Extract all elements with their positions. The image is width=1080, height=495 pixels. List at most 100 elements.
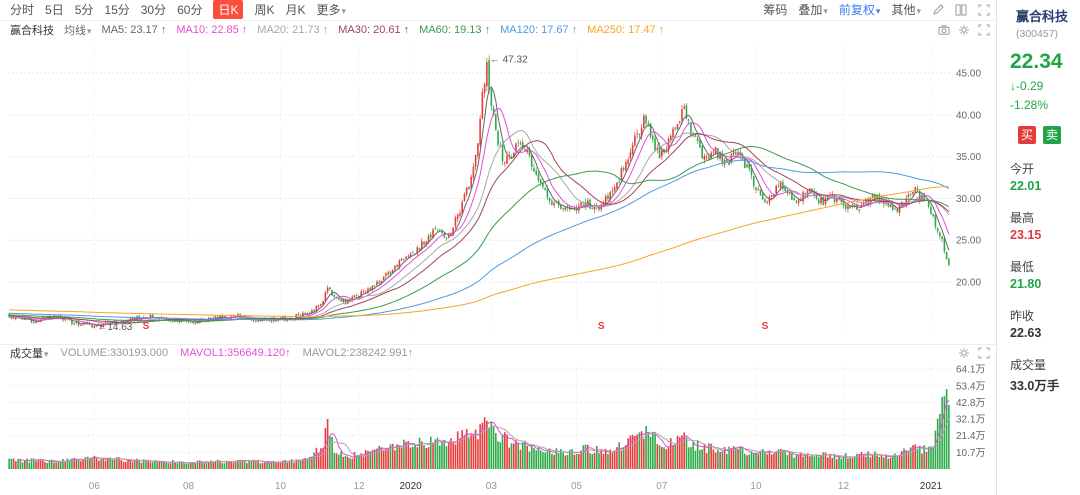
ma-legend-values: MA5: 23.17 ↑ MA10: 22.85 ↑ MA20: 21.73 ↑ MA… (102, 24, 928, 36)
ma-legend-entry: MA5: 23.17 ↑ (101, 23, 167, 36)
field-label: 最高 (1010, 211, 1035, 225)
ma-legend-entry: MA120: 17.67 ↑ (500, 23, 578, 36)
svg-text:35.00: 35.00 (956, 152, 981, 163)
svg-text:← 47.32: ← 47.32 (490, 55, 528, 66)
pane-expand-icon[interactable] (978, 347, 990, 359)
time-axis-label: 05 (571, 481, 583, 493)
time-axis-label: 03 (485, 481, 497, 493)
stock-code: (300457) (1016, 28, 1059, 40)
time-axis: 06 08 10 12 2020 03 05 07 10 12 2021 (0, 478, 996, 495)
time-axis-label: 06 (88, 481, 100, 493)
svg-text:S: S (762, 321, 769, 332)
svg-text:40.00: 40.00 (956, 111, 981, 122)
period-tab-15min[interactable]: 15分 (104, 3, 130, 18)
volume-pane-header: 成交量 VOLUME:330193.000 MAVOL1:356649.120↑… (0, 344, 996, 361)
field-label: 成交量 (1010, 358, 1047, 372)
period-tab-weekly-k[interactable]: 周K (254, 3, 275, 18)
svg-text:45.00: 45.00 (956, 69, 981, 80)
overlay-button[interactable]: 叠加 (798, 1, 828, 18)
ma-legend-entry: MA30: 20.61 ↑ (338, 23, 410, 36)
toolbar: 分时 5日 5分 15分 30分 60分 日K 周K 月K 更多 筹码 叠加 前… (0, 0, 996, 21)
price-candlestick-chart[interactable]: 45.00 40.00 35.00 30.00 25.00 20.00 ← 47.32 ←14… (0, 39, 996, 344)
camera-icon[interactable] (938, 24, 950, 36)
quote-field-open: 今开 22.01 (1010, 160, 1076, 193)
field-label: 最低 (1010, 260, 1035, 274)
volume-bar-chart[interactable]: 64.1万 53.4万 42.8万 32.1万 21.4万 10.7万 (0, 361, 996, 478)
svg-text:30.00: 30.00 (956, 194, 981, 205)
buy-button[interactable]: 买 (1018, 126, 1036, 144)
time-axis-label: 08 (182, 481, 195, 493)
time-axis-label: 12 (353, 481, 365, 493)
settings-gear-icon[interactable] (958, 24, 970, 36)
volume-chart-canvas[interactable]: 64.1万 53.4万 42.8万 32.1万 21.4万 10.7万 (0, 361, 996, 473)
multi-panel-icon[interactable] (955, 4, 967, 16)
other-button[interactable]: 其他 (891, 1, 921, 18)
time-axis-label: 10 (274, 481, 287, 493)
svg-text:S: S (143, 321, 150, 332)
toolbar-right-controls: 筹码 叠加 前复权 其他 (763, 1, 990, 18)
ma-legend-entry: MA10: 22.85 ↑ (176, 23, 248, 36)
chips-button[interactable]: 筹码 (763, 3, 788, 18)
ma-legend-entry: MA20: 21.73 ↑ (257, 23, 329, 36)
mavol2-label: MAVOL2:238242.991↑ (302, 347, 414, 360)
current-price: 22.34 (1010, 50, 1063, 73)
time-axis-label: 07 (656, 481, 668, 493)
time-axis-label: 12 (837, 481, 850, 493)
svg-text:←14.63: ←14.63 (97, 322, 132, 333)
pane-expand-icon[interactable] (978, 24, 990, 36)
mavol1-label: MAVOL1:356649.120↑ (180, 347, 291, 360)
svg-text:S: S (598, 321, 605, 332)
field-label: 今开 (1010, 162, 1035, 176)
field-value: 33.0万手 (1010, 379, 1060, 393)
svg-text:20.00: 20.00 (956, 278, 981, 289)
price-pane-tools (938, 24, 990, 36)
field-value: 21.80 (1010, 277, 1042, 291)
settings-gear-icon[interactable] (958, 347, 970, 359)
ma-legend-entry: MA60: 19.13 ↑ (419, 23, 491, 36)
period-tab-60min[interactable]: 60分 (177, 3, 203, 18)
period-tab-fenshi[interactable]: 分时 (10, 3, 35, 18)
stock-name: 赢合科技 (1016, 9, 1069, 24)
volume-value-label: VOLUME:330193.000 (60, 347, 169, 360)
sell-button[interactable]: 卖 (1043, 126, 1061, 144)
adjust-forward-button[interactable]: 前复权 (839, 1, 881, 18)
volume-pane-tools (958, 347, 990, 359)
quote-field-prev-close: 昨收 22.63 (1010, 307, 1076, 340)
draw-tool-icon[interactable] (932, 4, 944, 16)
period-tab-5day[interactable]: 5日 (45, 3, 64, 18)
period-tab-5min[interactable]: 5分 (74, 3, 94, 18)
svg-text:42.8万: 42.8万 (956, 398, 985, 409)
ma-legend-row: 赢合科技 均线 MA5: 23.17 ↑ MA10: 22.85 ↑ MA20: 2… (0, 21, 996, 40)
svg-text:53.4万: 53.4万 (956, 381, 985, 392)
field-value: 22.63 (1010, 326, 1042, 340)
chart-main-column: 分时 5日 5分 15分 30分 60分 日K 周K 月K 更多 筹码 叠加 前… (0, 0, 996, 495)
price-chart-canvas[interactable]: 45.00 40.00 35.00 30.00 25.00 20.00 ← 47.32 ←14… (0, 39, 996, 339)
period-tabs: 分时 5日 5分 15分 30分 60分 日K 周K 月K 更多 (10, 0, 347, 20)
svg-text:10.7万: 10.7万 (956, 448, 985, 459)
svg-text:25.00: 25.00 (956, 236, 981, 247)
quote-field-volume: 成交量 33.0万手 (1010, 356, 1076, 394)
svg-text:21.4万: 21.4万 (956, 431, 985, 442)
period-tab-daily-k[interactable]: 日K (213, 0, 244, 20)
svg-text:64.1万: 64.1万 (956, 365, 985, 376)
time-axis-label: 10 (750, 481, 762, 493)
ma-selector[interactable]: 均线 (64, 22, 92, 38)
period-tab-more[interactable]: 更多 (317, 1, 347, 18)
volume-indicator-selector[interactable]: 成交量 (10, 345, 49, 361)
quote-field-high: 最高 23.15 (1010, 209, 1076, 242)
time-axis-label: 2021 (919, 481, 943, 493)
trade-buttons: 买 卖 (1010, 126, 1076, 144)
quote-field-low: 最低 21.80 (1010, 258, 1076, 291)
field-value: 22.01 (1010, 179, 1042, 193)
ma-legend-entry: MA250: 17.47 ↑ (587, 23, 665, 36)
chart-stock-label: 赢合科技 (10, 24, 54, 37)
period-tab-monthly-k[interactable]: 月K (285, 3, 306, 18)
time-axis-label: 2020 (399, 481, 422, 493)
period-tab-30min[interactable]: 30分 (140, 3, 167, 18)
price-change: ↓-0.29 (1010, 79, 1044, 93)
field-label: 昨收 (1010, 309, 1035, 323)
fullscreen-icon[interactable] (978, 4, 990, 16)
price-change-percent: -1.28% (1010, 98, 1049, 112)
quote-sidebar: 赢合科技 (300457) 22.34 ↓-0.29 -1.28% 买 卖 今开… (996, 0, 1080, 495)
